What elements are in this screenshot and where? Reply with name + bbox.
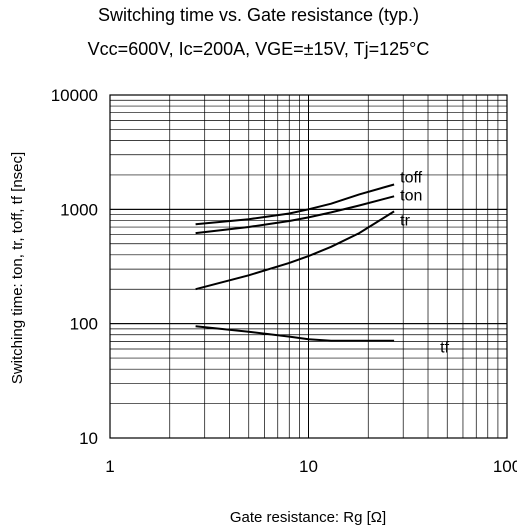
series-line-toff xyxy=(195,183,395,226)
series-line-tf xyxy=(195,325,395,342)
x-tick-label: 100 xyxy=(493,457,517,476)
x-axis-label: Gate resistance: Rg [Ω] xyxy=(230,509,386,526)
chart-subtitle: Vcc=600V, Ic=200A, VGE=±15V, Tj=125°C xyxy=(87,39,430,59)
plot-frame xyxy=(109,94,508,439)
series-label-tr: tr xyxy=(400,212,410,229)
series-line-ton xyxy=(195,195,395,235)
y-tick-label: 1000 xyxy=(60,200,98,219)
series-label-ton: ton xyxy=(400,187,422,204)
chart-title: Switching time vs. Gate resistance (typ.… xyxy=(97,5,420,25)
grid-lines xyxy=(110,95,507,438)
y-tick-label: 10 xyxy=(79,429,98,448)
y-axis-label: Switching time: ton, tr, toff, tf [nsec] xyxy=(9,152,26,384)
x-tick-label: 1 xyxy=(105,457,114,476)
series-line-tr xyxy=(195,210,395,291)
y-tick-label: 10000 xyxy=(51,86,98,105)
series-label-tf: tf xyxy=(440,340,449,357)
series-label-toff: toff xyxy=(400,169,423,186)
x-tick-label: 10 xyxy=(299,457,318,476)
y-tick-label: 100 xyxy=(70,315,98,334)
